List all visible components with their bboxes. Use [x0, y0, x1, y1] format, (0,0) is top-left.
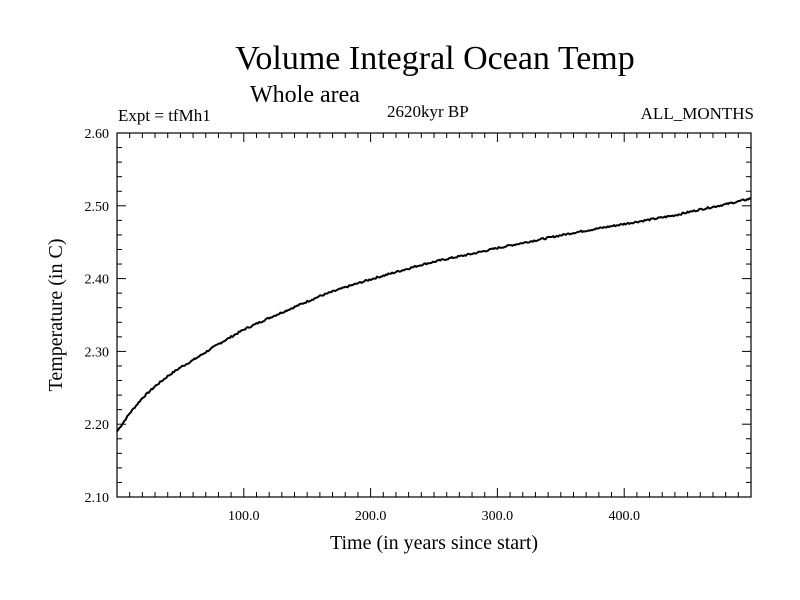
chart-title: Volume Integral Ocean Temp	[235, 40, 635, 77]
axis-ticks	[117, 133, 751, 497]
x-tick-label: 300.0	[482, 509, 514, 524]
y-axis-label: Temperature (in C)	[45, 239, 67, 392]
y-tick-label: 2.30	[85, 345, 110, 360]
x-tick-label: 400.0	[608, 509, 640, 524]
y-tick-label: 2.40	[85, 273, 110, 288]
x-tick-label: 100.0	[228, 509, 260, 524]
series-line	[116, 197, 752, 433]
x-tick-label: 200.0	[355, 509, 387, 524]
experiment-label: Expt = tfMh1	[118, 106, 211, 125]
months-label: ALL_MONTHS	[640, 104, 754, 123]
x-axis-label: Time (in years since start)	[330, 532, 538, 554]
y-tick-label: 2.60	[85, 127, 110, 142]
chart-subtitle: Whole area	[250, 82, 360, 108]
plot-frame	[116, 132, 752, 498]
period-label: 2620kyr BP	[387, 102, 469, 121]
y-tick-label: 2.20	[85, 418, 110, 433]
tick-labels: 100.0 200.0 300.0 400.0 2.10 2.20 2.30 2.40 2.50…	[85, 127, 640, 524]
y-tick-label: 2.50	[85, 200, 110, 215]
y-tick-label: 2.10	[85, 491, 110, 506]
